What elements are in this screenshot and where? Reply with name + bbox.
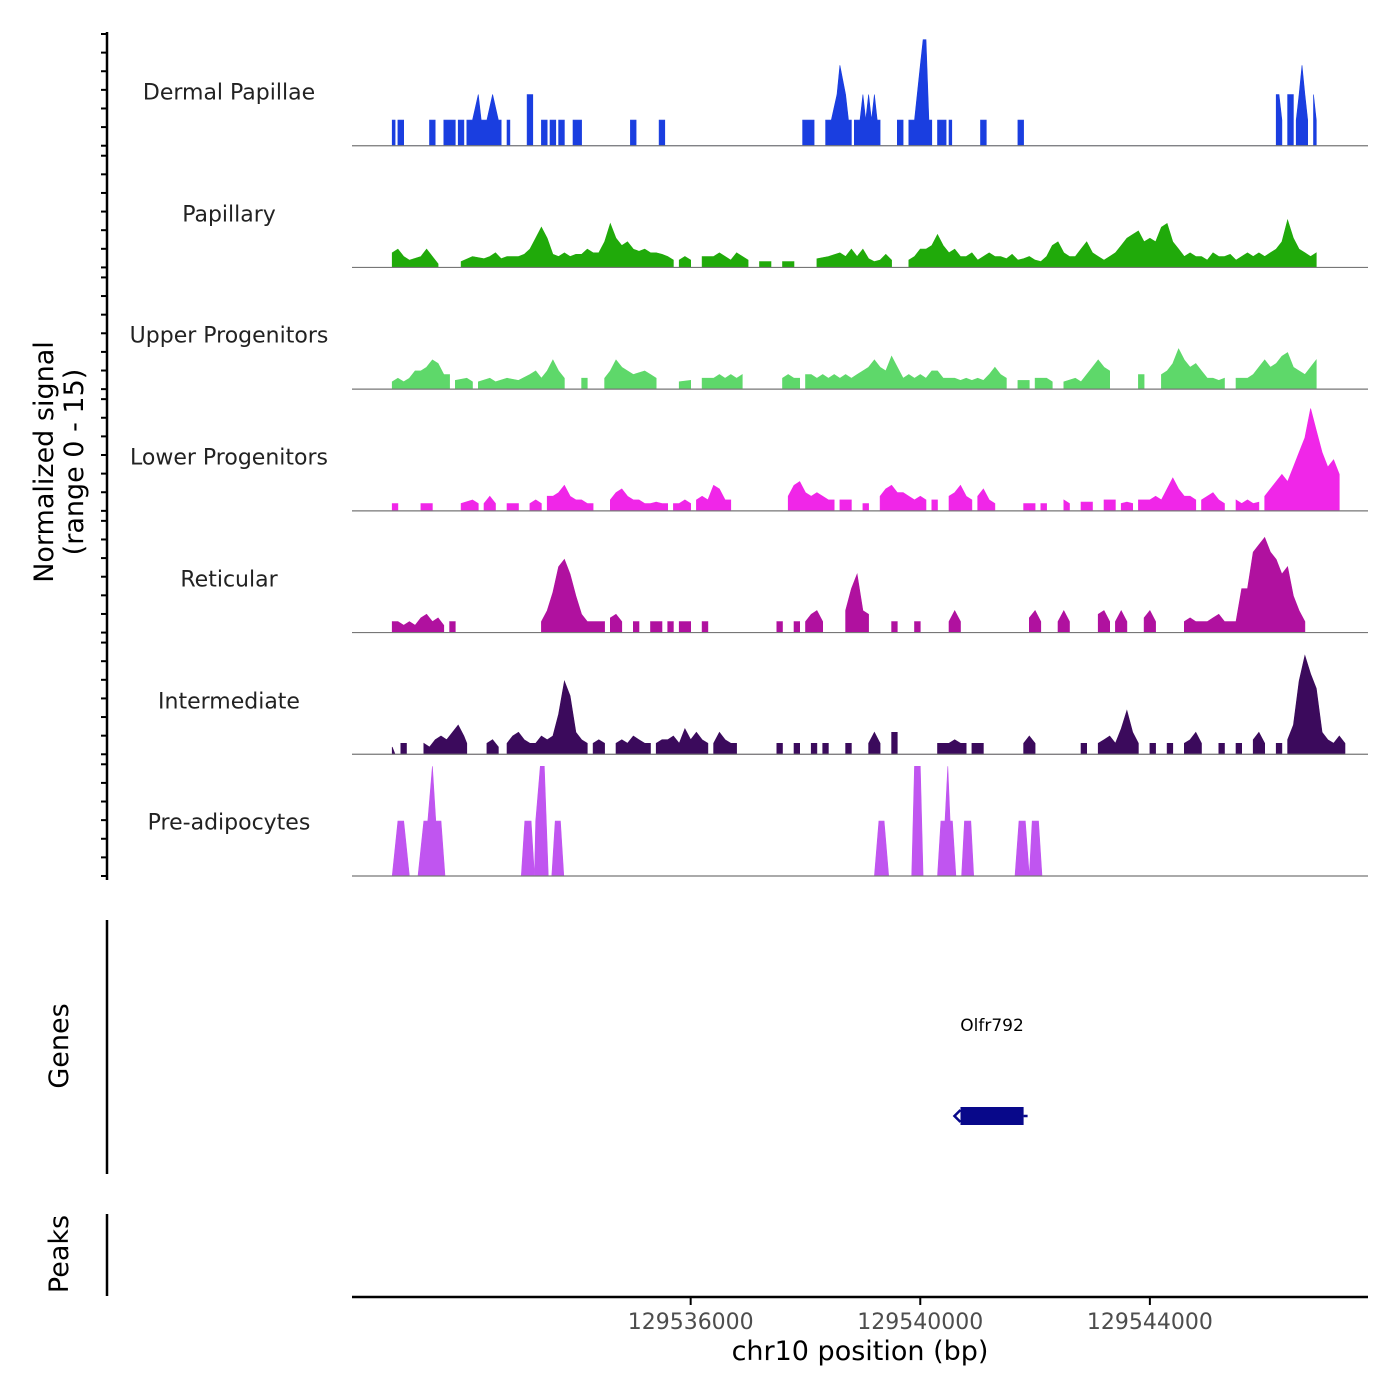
y-axis-title-line1: Normalized signal — [29, 341, 60, 583]
track-label-dermal-papillae: Dermal Papillae — [142, 80, 316, 106]
track-papillary-signal — [391, 218, 1317, 268]
genes-panel-title: Genes — [44, 1003, 75, 1089]
track-lower-progenitors — [352, 408, 1368, 512]
y-axis-title-line2: (range 0 - 15) — [59, 368, 90, 556]
track-lower-progenitors-signal — [391, 408, 1340, 512]
track-papillary — [352, 218, 1368, 269]
gene-strand-arrow — [952, 1109, 962, 1123]
track-intermediate — [352, 654, 1368, 755]
peaks-panel-title: Peaks — [44, 1214, 75, 1294]
track-dermal-papillae-signal — [391, 39, 1317, 146]
track-reticular — [352, 536, 1368, 634]
track-label-lower-progenitors: Lower Progenitors — [130, 445, 328, 471]
x-tick-label: 129544000 — [1087, 1310, 1213, 1335]
left-axes — [101, 32, 109, 1296]
x-axis: 129536000 129540000 129544000 — [352, 1295, 1368, 1335]
track-pre-adipocytes — [352, 766, 1368, 877]
y-axis-title: Normalized signal (range 0 - 15) — [29, 262, 90, 662]
track-label-reticular: Reticular — [180, 567, 278, 593]
track-upper-progenitors — [352, 348, 1368, 390]
genes-panel: Olfr792 — [952, 1016, 1028, 1125]
track-label-upper-progenitors: Upper Progenitors — [129, 323, 329, 349]
x-tick-label: 129540000 — [857, 1310, 983, 1335]
gene-olfr792: Olfr792 — [952, 1016, 1028, 1125]
track-intermediate-signal — [391, 654, 1346, 755]
track-label-pre-adipocytes: Pre-adipocytes — [147, 810, 311, 836]
track-upper-progenitors-signal — [391, 348, 1317, 390]
track-dermal-papillae — [352, 39, 1368, 147]
x-tick-label: 129536000 — [628, 1310, 754, 1335]
gene-body — [960, 1107, 1024, 1125]
gene-label: Olfr792 — [960, 1016, 1024, 1036]
x-axis-title: chr10 position (bp) — [731, 1336, 989, 1367]
track-reticular-signal — [391, 536, 1306, 633]
track-label-intermediate: Intermediate — [158, 689, 300, 715]
track-label-papillary: Papillary — [182, 202, 276, 228]
track-pre-adipocytes-signal — [391, 766, 1043, 877]
coverage-tracks — [352, 39, 1368, 877]
